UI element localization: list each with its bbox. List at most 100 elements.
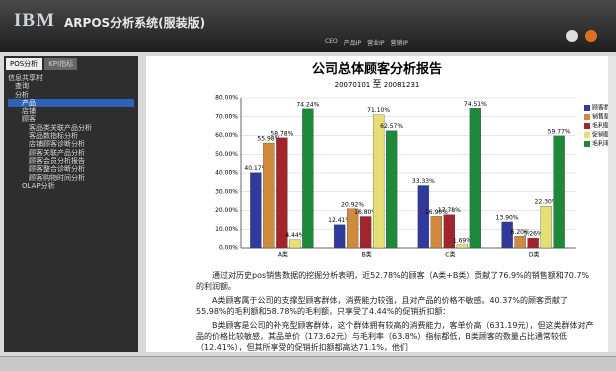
tree: 信息共享村 查询 分析 产品 店铺 顾客 客品类关联产品分析 客品数指标分析 店铺顾客诊断分析顾… (4, 72, 138, 192)
legend-swatch (584, 114, 590, 120)
date-range: 20070101 至 20081231 (146, 77, 608, 90)
data-label: 58.78% (270, 130, 293, 137)
legend-swatch (584, 105, 590, 111)
nav-tab[interactable]: 产品IP (343, 40, 362, 47)
bar (346, 208, 359, 249)
brand: IBM (14, 10, 55, 31)
date-sep: 至 (372, 80, 382, 90)
y-tick-label: 40.00% (215, 170, 238, 177)
sidebar-tab[interactable]: KPI指标 (44, 58, 78, 70)
y-tick-label: 10.00% (215, 226, 238, 233)
bar (456, 244, 469, 249)
home-button[interactable] (566, 30, 578, 42)
data-label: 71.10% (367, 107, 390, 114)
legend-label: 顾客群占比 (592, 104, 608, 112)
status-bar (0, 356, 616, 371)
bar (430, 216, 443, 249)
bar (302, 108, 314, 249)
data-label: 20.92% (341, 201, 364, 208)
data-label: 16.90% (425, 209, 448, 216)
scrollbar[interactable] (608, 56, 616, 352)
sidebar: POS分析 KPI指标 信息共享村 查询 分析 产品 店铺 顾客 客品类关联产品分析 客品数指标… (4, 56, 138, 352)
data-label: 17.78% (438, 207, 461, 214)
y-tick-label: 50.00% (215, 151, 238, 158)
bar (469, 108, 482, 249)
tree-item[interactable]: 店铺 (22, 107, 36, 116)
data-label: 6.20% (511, 229, 530, 236)
data-label: 22.30% (535, 199, 558, 206)
bar (540, 206, 552, 249)
legend-label: 毛利率 (592, 140, 608, 148)
bar (263, 142, 275, 249)
chart: 0.00% 10.00% 20.00% 30.00% 40.00% 50.00% 60.00… (215, 95, 608, 259)
bar (333, 224, 346, 249)
data-label: 16.80% (354, 209, 377, 216)
sidebar-tabs: POS分析 KPI指标 (4, 56, 138, 72)
report-title: 公司总体顾客分析报告 (311, 62, 442, 77)
tree-item[interactable]: 顾客购物时间分析 (29, 173, 85, 182)
report: 公司总体顾客分析报告 20070101 至 20081231 0.00% 10.0… (146, 56, 608, 352)
tree-item[interactable]: 顾客关联产品分析 (29, 148, 85, 157)
bar (443, 214, 456, 249)
x-tick-label: B类 (362, 251, 372, 259)
nav-tab[interactable]: CEO (325, 38, 338, 45)
tree-item[interactable]: 店铺顾客诊断分析 (29, 140, 85, 149)
close-button[interactable] (585, 30, 597, 42)
data-label: 33.33% (412, 178, 435, 185)
data-label: 12.41% (328, 217, 351, 224)
bar (372, 114, 385, 249)
data-label: 5.26% (524, 231, 543, 238)
bar (289, 239, 301, 249)
bar (553, 135, 565, 249)
data-label: 40.17% (244, 165, 267, 172)
data-label: 55.98% (257, 136, 280, 143)
legend-swatch (584, 132, 590, 138)
sidebar-tab[interactable]: POS分析 (6, 58, 43, 70)
data-label: 13.90% (496, 214, 519, 221)
date-from: 20070101 (334, 81, 371, 89)
data-label: 74.24% (296, 101, 319, 108)
data-label: 4.44% (285, 232, 304, 239)
bar (501, 221, 513, 249)
nav-tab[interactable]: 营业IP (367, 40, 385, 47)
legend-label: 促销额占比 (592, 131, 608, 139)
tree-item[interactable]: 分析 (15, 90, 29, 99)
tree-item[interactable]: 顾客 (22, 115, 36, 124)
data-label: 62.57% (380, 123, 403, 130)
tree-item[interactable]: 客品类关联产品分析 (29, 123, 92, 132)
data-label: 74.51% (464, 101, 487, 108)
data-label: 59.77% (548, 128, 571, 135)
bar (250, 172, 262, 249)
tree-item[interactable]: 查询 (15, 82, 29, 91)
y-tick-label: 0.00% (219, 245, 238, 252)
paragraph: B类顾客是公司的补充型顾客群体，这个群体拥有较高的消费能力，客单价高（631.1… (196, 321, 594, 352)
y-tick-label: 80.00% (215, 95, 238, 102)
y-tick-label: 70.00% (215, 113, 238, 120)
tree-item[interactable]: 产品 (8, 98, 134, 108)
y-tick-label: 60.00% (215, 132, 238, 139)
bar (359, 216, 372, 249)
paragraph: 通过对历史pos销售数据的挖掘分析表明，近52.78%的顾客（A类+B类）贡献了… (196, 271, 590, 291)
legend-label: 毛利额占比 (592, 122, 608, 130)
nav-tab[interactable]: 营销IP (390, 40, 408, 47)
y-tick-label: 30.00% (215, 188, 238, 195)
tab-bar: CEO 产品IP 营业IP 营销IP (325, 38, 408, 47)
app-name: ARPOS分析系统(服装版) (64, 16, 206, 30)
date-to: 20081231 (383, 81, 420, 89)
tree-item[interactable]: 顾客整合诊断分析 (29, 165, 85, 174)
x-tick-label: C类 (445, 251, 455, 259)
tree-item[interactable]: 顾客会员分析报告 (29, 156, 85, 165)
tree-item[interactable]: 信息共享村 (8, 74, 43, 82)
tree-item[interactable]: OLAP分析 (22, 181, 55, 190)
legend-label: 销售额占比 (592, 113, 608, 121)
x-tick-label: A类 (278, 251, 288, 259)
data-label: 1.69% (453, 237, 472, 244)
report-text: 通过对历史pos销售数据的挖掘分析表明，近52.78%的顾客（A类+B类）贡献了… (146, 270, 608, 352)
x-tick-label: D类 (529, 251, 540, 259)
tree-item[interactable]: 客品数指标分析 (29, 132, 78, 141)
paragraph: A类顾客属于公司的支撑型顾客群体，消费能力较强，且对产品的价格不敏感。40.37… (196, 296, 568, 316)
bar (527, 237, 539, 249)
bar (276, 137, 288, 249)
legend-swatch (584, 123, 590, 129)
